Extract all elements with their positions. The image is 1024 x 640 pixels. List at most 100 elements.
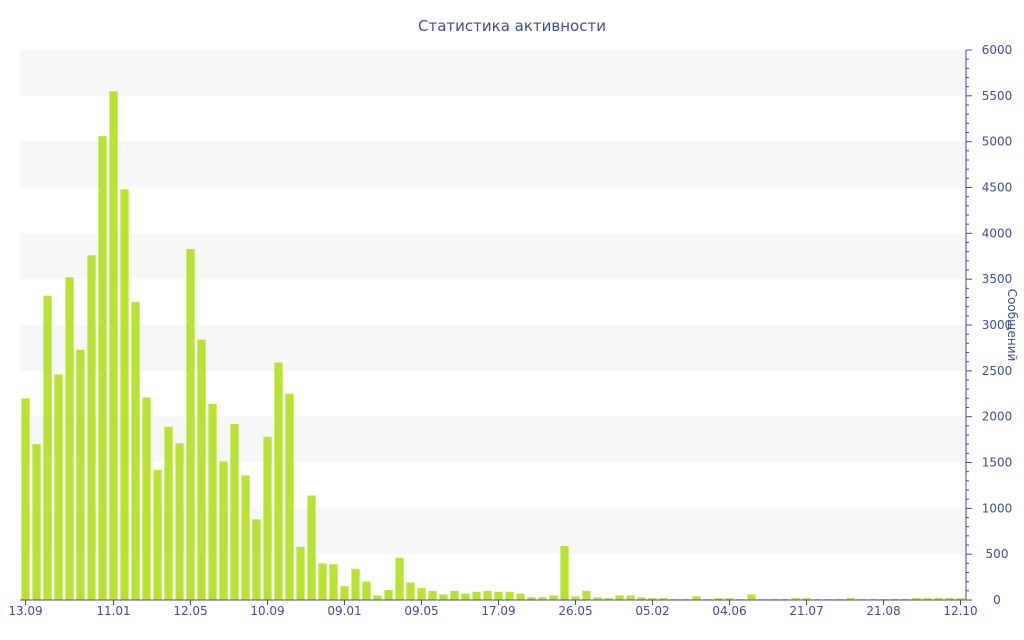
- y-tick-label: 500: [986, 547, 1009, 561]
- bar: [538, 597, 547, 600]
- y-tick-label: 0: [993, 593, 1001, 607]
- y-tick-label: 3500: [982, 272, 1013, 286]
- x-tick-label: 26.05: [558, 604, 592, 618]
- bar: [329, 564, 338, 600]
- y-axis-title: Сообщений: [1005, 289, 1019, 362]
- bar: [153, 469, 162, 600]
- y-tick-label: 1500: [982, 456, 1013, 470]
- grid-band: [20, 50, 966, 96]
- y-tick-label: 2500: [982, 364, 1013, 378]
- bar: [560, 545, 569, 600]
- bar: [175, 443, 184, 600]
- bar: [54, 374, 63, 600]
- bar: [527, 597, 536, 600]
- x-tick-label: 17.09: [481, 604, 515, 618]
- bar: [483, 590, 492, 600]
- grid-bands: [20, 50, 966, 555]
- bar: [296, 546, 305, 600]
- bar: [417, 588, 426, 600]
- bar: [307, 495, 316, 600]
- bar: [615, 595, 624, 600]
- bar: [252, 519, 261, 600]
- bar: [549, 595, 558, 600]
- bar: [648, 598, 657, 600]
- x-tick-label: 09.05: [404, 604, 438, 618]
- bar: [945, 598, 954, 600]
- y-tick-label: 1000: [982, 501, 1013, 515]
- bar: [65, 277, 74, 600]
- bar: [582, 590, 591, 600]
- y-tick-label: 2000: [982, 410, 1013, 424]
- x-tick-label: 12.10: [943, 604, 977, 618]
- bar: [450, 590, 459, 600]
- bar: [263, 436, 272, 600]
- y-tick-label: 3000: [982, 318, 1013, 332]
- x-tick-label: 10.09: [250, 604, 284, 618]
- bar: [956, 598, 965, 600]
- bar: [461, 593, 470, 600]
- bar: [362, 581, 371, 600]
- bar: [32, 444, 41, 600]
- bar: [472, 591, 481, 600]
- bar: [604, 598, 613, 600]
- y-tick-label: 5500: [982, 89, 1013, 103]
- grid-band: [20, 233, 966, 280]
- bar: [109, 91, 118, 600]
- bar: [219, 461, 228, 600]
- y-tick-label: 5000: [982, 135, 1013, 149]
- bar: [593, 597, 602, 600]
- bar: [230, 424, 239, 600]
- bar: [659, 598, 668, 600]
- bar: [923, 598, 932, 600]
- bar: [912, 598, 921, 600]
- bar: [186, 248, 195, 601]
- y-axis-ticks: 0 500 1000 1500 2000 2500 3000 3500 4000 4500 5000…: [966, 43, 1012, 607]
- bar: [164, 426, 173, 600]
- bar: [373, 595, 382, 600]
- bar: [516, 593, 525, 600]
- bar: [505, 591, 514, 600]
- bar: [131, 302, 140, 600]
- bar: [87, 255, 96, 600]
- bar: [571, 596, 580, 600]
- y-tick-label: 4000: [982, 226, 1013, 240]
- bar: [142, 397, 151, 600]
- bar: [208, 403, 217, 600]
- bar: [76, 349, 85, 600]
- bar: [406, 582, 415, 600]
- x-tick-label: 12.05: [173, 604, 207, 618]
- x-axis-ticks: 13.09 11.01 12.05 10.09 09.01 09.05 17.09 26.05…: [8, 600, 978, 618]
- bar: [274, 362, 283, 600]
- grid-band: [20, 508, 966, 555]
- x-tick-label: 04.06: [712, 604, 746, 618]
- x-tick-label: 13.09: [8, 604, 42, 618]
- bar: [384, 589, 393, 600]
- bar: [21, 398, 30, 600]
- bar: [197, 339, 206, 600]
- bar: [43, 295, 52, 600]
- bar: [714, 598, 723, 600]
- bar: [428, 590, 437, 600]
- bars-group: [21, 91, 965, 601]
- grid-band: [20, 325, 966, 371]
- grid-band: [20, 416, 966, 463]
- chart-title: Статистика активности: [418, 17, 606, 35]
- bar: [802, 598, 811, 600]
- x-tick-label: 21.08: [866, 604, 900, 618]
- x-tick-label: 09.01: [327, 604, 361, 618]
- y-tick-label: 4500: [982, 181, 1013, 195]
- bar: [318, 563, 327, 600]
- bar: [637, 597, 646, 600]
- bar: [747, 594, 756, 600]
- x-tick-label: 21.07: [789, 604, 823, 618]
- bar: [725, 598, 734, 600]
- bar: [791, 598, 800, 600]
- bar: [692, 596, 701, 600]
- grid-band: [20, 141, 966, 188]
- x-tick-label: 11.01: [96, 604, 130, 618]
- x-tick-label: 05.02: [635, 604, 669, 618]
- bar: [351, 568, 360, 600]
- bar: [285, 393, 294, 600]
- bar: [626, 595, 635, 600]
- bar: [241, 475, 250, 600]
